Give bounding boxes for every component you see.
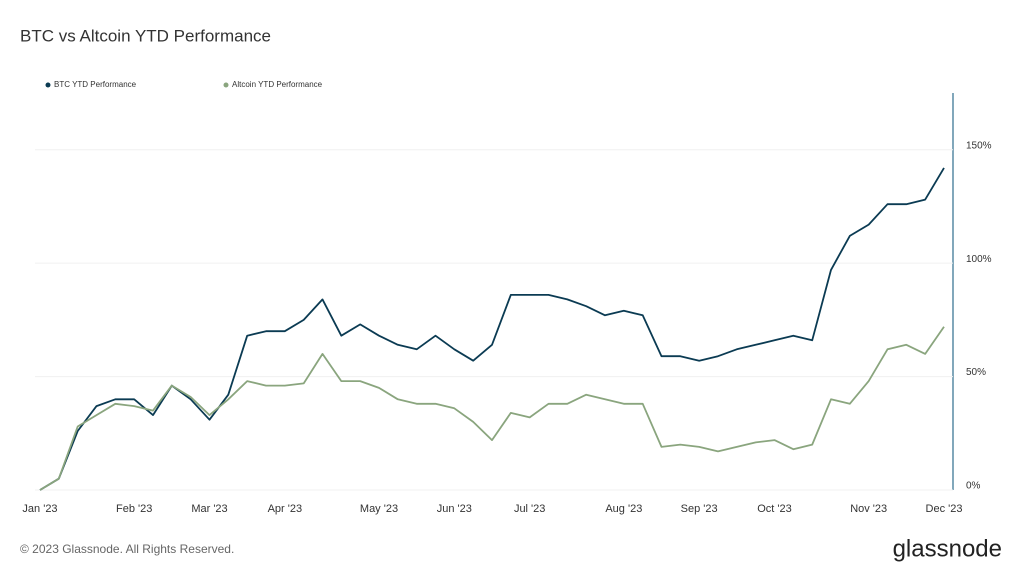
x-tick-label: Jan '23	[22, 503, 57, 515]
y-tick-label: 0%	[966, 481, 981, 492]
y-tick-label: 150%	[966, 140, 992, 151]
x-tick-label: Aug '23	[605, 503, 642, 515]
x-tick-label: Sep '23	[681, 503, 718, 515]
x-tick-label: Jul '23	[514, 503, 545, 515]
y-tick-label: 50%	[966, 367, 986, 378]
x-tick-label: Apr '23	[268, 503, 303, 515]
x-tick-label: Oct '23	[757, 503, 792, 515]
x-tick-label: Dec '23	[926, 503, 963, 515]
x-tick-label: Feb '23	[116, 503, 152, 515]
legend-marker	[45, 82, 51, 88]
y-tick-label: 100%	[966, 254, 992, 265]
x-tick-label: Jun '23	[437, 503, 472, 515]
line-series	[39, 326, 945, 491]
legend-marker	[223, 82, 229, 88]
x-tick-label: May '23	[360, 503, 398, 515]
brand-logo: glassnode	[893, 535, 1002, 562]
legend-label: Altcoin YTD Performance	[232, 80, 323, 89]
chart-title: BTC vs Altcoin YTD Performance	[20, 26, 271, 45]
legend-label: BTC YTD Performance	[54, 80, 137, 89]
copyright: © 2023 Glassnode. All Rights Reserved.	[20, 542, 234, 556]
line-series	[39, 167, 945, 491]
x-tick-label: Nov '23	[850, 503, 887, 515]
x-tick-label: Mar '23	[191, 503, 227, 515]
